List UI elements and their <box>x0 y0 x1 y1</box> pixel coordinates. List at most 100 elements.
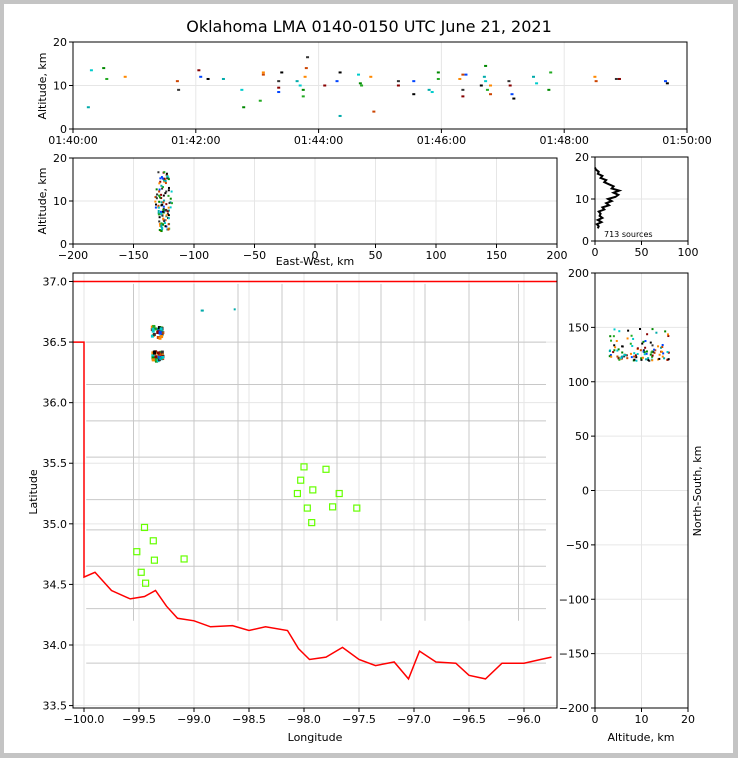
x-axis-label: Longitude <box>288 731 343 744</box>
station-marker <box>300 463 308 471</box>
source-point <box>635 359 638 362</box>
source-point <box>161 203 164 206</box>
source-point <box>651 359 654 362</box>
y-tick-label: 34.0 <box>43 639 68 652</box>
source-point <box>158 331 162 335</box>
station-marker <box>308 519 316 527</box>
source-point <box>151 327 155 331</box>
source-point <box>642 340 645 343</box>
source-point <box>484 64 488 67</box>
source-point <box>641 342 644 345</box>
source-point <box>206 77 210 80</box>
source-point <box>508 84 512 87</box>
source-point <box>532 75 535 78</box>
source-point <box>461 88 465 91</box>
source-point <box>158 200 161 203</box>
source-point <box>151 358 155 362</box>
source-point <box>164 209 167 212</box>
map-axes <box>72 272 558 709</box>
source-point <box>160 210 163 213</box>
source-point <box>158 336 162 340</box>
y-tick-label: −150 <box>559 648 589 661</box>
source-point <box>154 327 158 331</box>
source-point <box>663 357 666 360</box>
x-tick-label: 01:42:00 <box>171 134 220 147</box>
source-point <box>151 353 155 357</box>
source-point <box>169 197 172 200</box>
source-point <box>412 80 416 83</box>
source-point <box>167 223 170 226</box>
station-marker <box>309 486 317 494</box>
source-point <box>510 93 514 96</box>
station-marker <box>150 556 158 564</box>
source-point <box>154 200 157 203</box>
y-tick-label: 50 <box>575 430 589 443</box>
source-point <box>618 358 621 361</box>
source-point <box>150 334 154 338</box>
source-point <box>626 357 629 360</box>
y-tick-label: 33.5 <box>43 700 68 713</box>
source-point <box>163 222 166 225</box>
x-tick-label: −98.0 <box>287 713 321 726</box>
source-point <box>640 357 643 360</box>
source-point <box>436 77 440 80</box>
source-point <box>221 77 225 80</box>
x-tick-label: 50 <box>369 249 383 262</box>
source-point <box>162 223 165 226</box>
source-point <box>657 358 660 361</box>
source-point <box>653 351 656 354</box>
source-point <box>152 332 156 336</box>
source-point <box>461 95 465 98</box>
x-tick-label: −150 <box>118 249 148 262</box>
source-point <box>303 75 307 78</box>
source-point <box>641 356 644 359</box>
source-point <box>657 345 660 348</box>
source-point <box>159 212 162 215</box>
source-point <box>166 212 169 215</box>
source-point <box>645 350 648 353</box>
source-point <box>167 228 170 231</box>
station-marker <box>142 579 150 587</box>
source-point <box>594 80 598 83</box>
source-point <box>396 84 400 87</box>
source-point <box>651 354 654 357</box>
source-point <box>163 180 166 183</box>
source-point <box>277 86 281 89</box>
source-point <box>666 351 669 354</box>
source-point <box>158 188 161 191</box>
source-point <box>167 186 170 189</box>
source-point <box>614 346 617 349</box>
source-point <box>280 71 284 74</box>
x-tick-label: 01:40:00 <box>48 134 97 147</box>
station-marker <box>329 503 337 511</box>
source-point <box>162 179 165 182</box>
source-point <box>277 80 281 83</box>
source-point <box>301 88 305 91</box>
source-point <box>630 334 633 337</box>
source-point <box>609 354 612 357</box>
source-point <box>158 222 161 225</box>
source-point <box>360 84 364 87</box>
x-tick-label: −96.5 <box>452 713 486 726</box>
source-point <box>168 202 171 205</box>
source-point <box>660 350 663 353</box>
source-point <box>160 353 164 357</box>
source-point <box>301 95 305 98</box>
x-tick-label: 100 <box>678 246 699 259</box>
source-point <box>664 330 667 333</box>
y-tick-label: 0 <box>60 238 67 251</box>
source-point <box>151 356 155 360</box>
source-point <box>157 213 160 216</box>
source-point <box>105 77 109 80</box>
source-point <box>160 197 163 200</box>
source-point <box>485 88 489 91</box>
source-point <box>165 203 168 206</box>
source-point <box>662 352 665 355</box>
x-tick-label: −99.5 <box>122 713 156 726</box>
x-tick-label: −200 <box>58 249 88 262</box>
altitude-profile-line <box>594 167 623 229</box>
source-point <box>163 199 166 202</box>
source-point <box>161 227 164 230</box>
source-point <box>175 80 179 83</box>
source-point <box>646 333 649 336</box>
